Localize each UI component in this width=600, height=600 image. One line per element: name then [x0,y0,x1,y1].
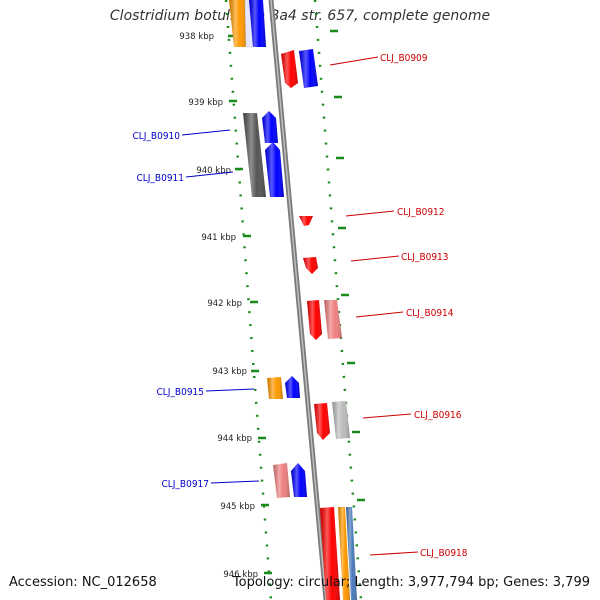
genome-title: Clostridium botulinum Ba4 str. 657, comp… [109,8,491,24]
gene-clj-b0914-pink[interactable] [324,300,342,339]
gene-blue-top[interactable] [249,0,266,47]
gene-clj-b0916-red[interactable] [314,403,330,440]
leader-clj-b0913 [350,255,400,262]
gene-clj-b0916-lightgray[interactable] [332,401,350,439]
gene-clj-b0913-red[interactable] [303,257,318,274]
gene-label-clj-b0914[interactable]: CLJ_B0914 [406,308,454,319]
gene-label-clj-b0917[interactable]: CLJ_B0917 [161,479,209,490]
label-leader-lines [181,56,419,556]
topology-text: Topology: circular; Length: 3,977,794 bp… [232,575,590,590]
gene-label-clj-b0915[interactable]: CLJ_B0915 [156,387,204,398]
scale-ticks [228,29,365,575]
gene-gray-940[interactable] [243,113,266,197]
tick-label-938: 938 kbp [179,32,214,42]
leader-clj-b0912 [345,210,395,217]
gene-clj-b0918-steelblue[interactable] [346,507,357,600]
gene-label-clj-b0913[interactable]: CLJ_B0913 [401,252,449,263]
tick-label-946: 946 kbp [223,570,258,580]
scale-tick-labels: 938 kbp 939 kbp 940 kbp 941 kbp 942 kbp … [179,32,258,580]
gene-label-clj-b0909[interactable]: CLJ_B0909 [380,53,428,64]
leader-clj-b0917 [210,480,260,484]
gene-orange-top[interactable] [229,0,247,47]
tick-label-945: 945 kbp [220,502,255,512]
outer-track-right [313,0,363,600]
gene-label-clj-b0912[interactable]: CLJ_B0912 [397,207,445,218]
leader-clj-b0910 [181,129,231,136]
leader-clj-b0914 [355,311,404,318]
outer-track-left [224,0,273,600]
gene-clj-b0909-red[interactable] [281,50,298,88]
gene-label-clj-b0910[interactable]: CLJ_B0910 [132,131,180,142]
tick-label-940: 940 kbp [196,166,231,176]
gene-clj-b0909-blue[interactable] [299,49,318,88]
gene-clj-b0912-red[interactable] [299,216,313,226]
tick-label-941: 941 kbp [201,233,236,243]
gene-clj-b0917-pink[interactable] [273,463,290,498]
gene-clj-b0910-blue[interactable] [262,111,278,143]
leader-clj-b0909 [329,56,379,66]
gene-labels: CLJ_B0909 CLJ_B0910 CLJ_B0911 CLJ_B0912 … [132,53,467,559]
genome-backbone-highlight [270,0,327,600]
leader-clj-b0911 [185,171,234,178]
gene-clj-b0915-blue[interactable] [285,376,300,398]
tick-label-942: 942 kbp [207,299,242,309]
gene-label-clj-b0918[interactable]: CLJ_B0918 [420,548,468,559]
leader-clj-b0915 [205,388,255,392]
gene-clj-b0911-blue[interactable] [265,142,284,197]
tick-label-944: 944 kbp [217,434,252,444]
gene-clj-b0917-blue[interactable] [291,463,307,497]
tick-label-939: 939 kbp [188,98,223,108]
gene-clj-b0915-orange[interactable] [267,377,283,399]
gene-label-clj-b0911[interactable]: CLJ_B0911 [136,173,184,184]
gene-clj-b0914-red[interactable] [307,300,322,340]
genes [229,0,357,600]
accession-text: Accession: NC_012658 [9,575,157,590]
gene-clj-b0918-orange[interactable] [338,507,350,600]
gene-label-clj-b0916[interactable]: CLJ_B0916 [414,410,462,421]
tick-label-943: 943 kbp [212,367,247,377]
leader-clj-b0916 [362,413,412,419]
leader-clj-b0918 [369,551,419,556]
gene-clj-b0918-red[interactable] [320,507,340,600]
